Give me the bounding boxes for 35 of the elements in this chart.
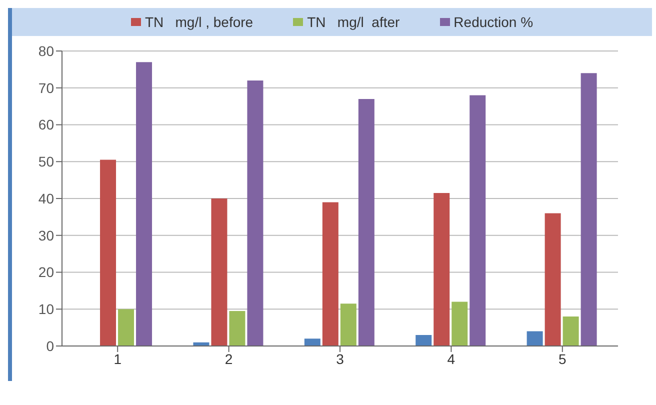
- bar: [452, 302, 468, 346]
- x-tick-label: 1: [114, 350, 122, 367]
- bar: [526, 331, 543, 346]
- bar: [416, 334, 432, 346]
- bar: [562, 316, 579, 346]
- y-tick-label: 20: [38, 264, 54, 280]
- y-tick-label: 0: [46, 338, 54, 354]
- x-tick-label: 5: [558, 350, 566, 367]
- x-tick-label: 3: [336, 350, 344, 367]
- x-tick-label: 4: [447, 350, 456, 367]
- y-tick-label: 30: [38, 227, 54, 244]
- legend-label: Reduction %: [452, 14, 534, 30]
- y-tick-label: 70: [38, 80, 54, 96]
- bar: [247, 80, 264, 346]
- bar: [340, 304, 356, 346]
- bar: [304, 338, 320, 346]
- bar: [434, 192, 450, 346]
- bar: [100, 160, 116, 346]
- y-tick-label: 60: [38, 116, 54, 133]
- bar: [118, 309, 134, 346]
- y-tick-label: 40: [38, 190, 54, 206]
- bar: [544, 213, 561, 346]
- y-tick-label: 50: [38, 154, 54, 170]
- x-tick-label: 2: [224, 350, 233, 367]
- legend-label: TN mg/l after: [306, 14, 400, 30]
- y-tick-label: 10: [38, 301, 54, 318]
- bar: [229, 310, 246, 346]
- bar: [358, 98, 374, 346]
- y-tick-label: 80: [38, 42, 54, 59]
- bar: [322, 202, 338, 346]
- legend-label: TN mg/l , before: [144, 14, 254, 30]
- bar: [136, 62, 152, 346]
- bar: [211, 198, 228, 346]
- bar: [580, 73, 597, 346]
- bar: [470, 95, 486, 346]
